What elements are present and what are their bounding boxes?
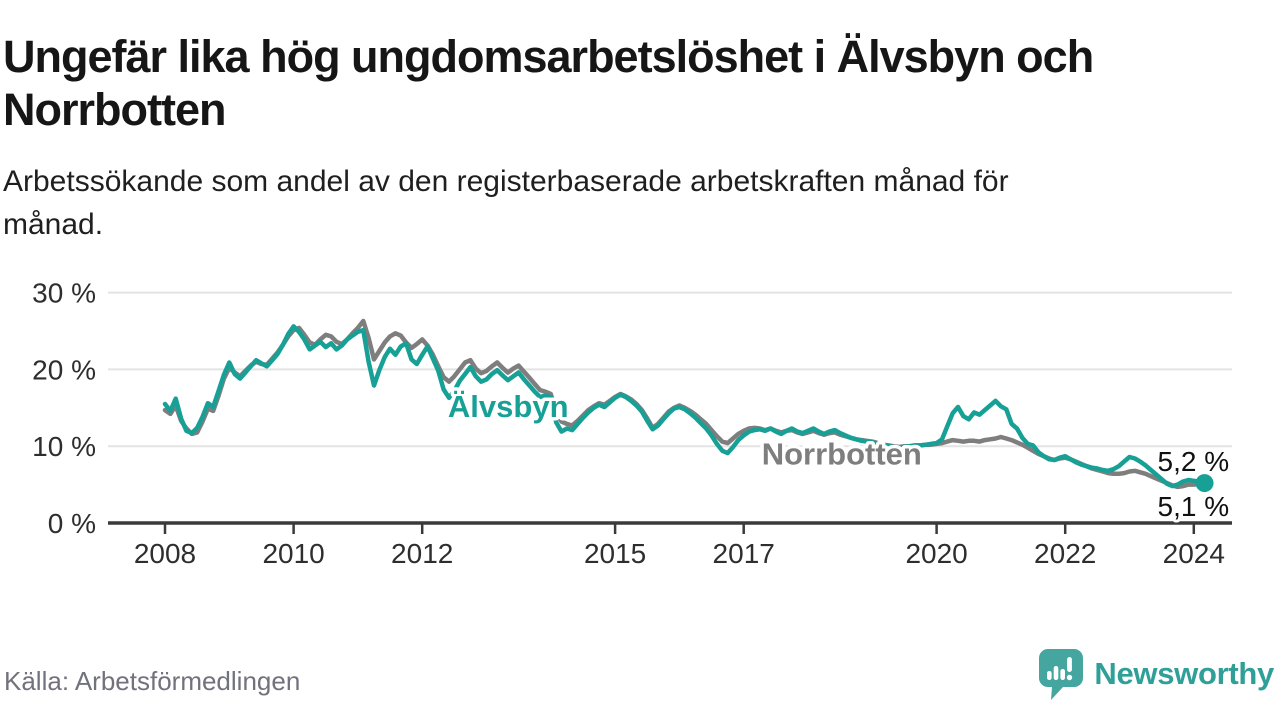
source-note: Källa: Arbetsförmedlingen — [4, 666, 301, 696]
end-value-label: 5,1 % — [1158, 491, 1230, 522]
y-axis-label: 10 % — [32, 431, 96, 462]
newsworthy-logo: Newsworthy — [1038, 648, 1274, 700]
series-line-norrbotten — [162, 318, 1207, 490]
x-axis-label: 2017 — [713, 538, 775, 569]
x-axis-label: 2022 — [1034, 538, 1096, 569]
newsworthy-bubble-chart-icon — [1039, 649, 1084, 700]
series-label-norrbotten: Norrbotten — [762, 437, 922, 472]
end-value-label: 5,2 % — [1158, 446, 1230, 477]
page-title: Ungefär lika hög ungdomsarbetslöshet i Ä… — [3, 31, 1094, 135]
y-axis-label: 20 % — [32, 354, 96, 385]
y-axis-label: 0 % — [48, 508, 96, 539]
x-axis-label: 2010 — [262, 538, 324, 569]
x-axis-label: 2008 — [134, 538, 196, 569]
series-end-dot — [1195, 474, 1214, 493]
series-label-älvsbyn: Älvsbyn — [448, 389, 569, 424]
chart-subtitle: Arbetssökande som andel av den registerb… — [3, 165, 1009, 241]
y-axis-label: 30 % — [32, 278, 96, 309]
x-axis-label: 2020 — [905, 538, 967, 569]
series-line-älvsbyn — [162, 324, 1207, 489]
x-axis-label: 2024 — [1163, 538, 1225, 569]
newsworthy-logo-text: Newsworthy — [1094, 656, 1274, 691]
x-axis-label: 2012 — [391, 538, 453, 569]
x-axis-label: 2015 — [584, 538, 646, 569]
